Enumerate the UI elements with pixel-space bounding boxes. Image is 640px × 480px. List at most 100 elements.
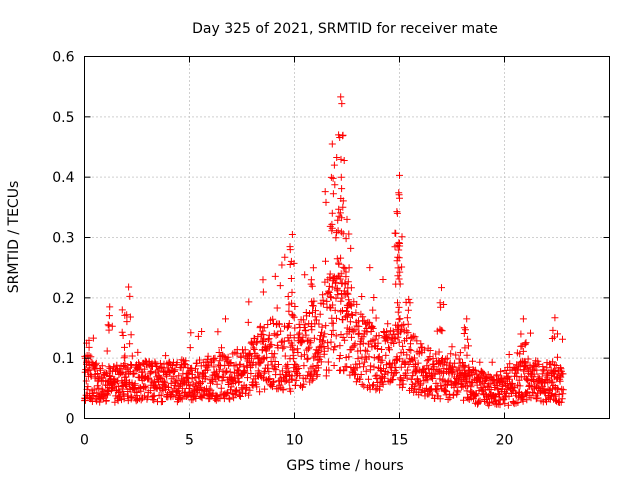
data-point [347, 302, 355, 310]
data-point [272, 366, 280, 374]
data-point [343, 289, 351, 297]
data-point [455, 376, 463, 384]
data-point [554, 353, 561, 361]
data-point [382, 351, 390, 359]
data-point [171, 366, 179, 374]
data-point [336, 275, 344, 283]
data-point [338, 214, 346, 222]
data-point [343, 330, 351, 338]
data-point [141, 383, 149, 390]
data-point [120, 395, 128, 403]
data-point [550, 361, 558, 369]
data-point [157, 374, 165, 382]
data-point [449, 367, 457, 375]
data-point [435, 368, 443, 376]
data-point [370, 381, 377, 389]
data-point [391, 243, 399, 251]
data-point [302, 331, 310, 339]
data-point [394, 308, 402, 316]
data-point [307, 339, 315, 347]
data-point [358, 381, 366, 388]
data-point [263, 353, 271, 361]
data-point [288, 288, 296, 296]
data-point [178, 395, 186, 403]
data-point [121, 352, 129, 360]
data-point [360, 363, 367, 371]
data-point [483, 375, 491, 383]
data-point [288, 375, 296, 383]
data-point [351, 326, 359, 334]
data-point [359, 313, 367, 321]
data-point [141, 357, 149, 365]
data-point [362, 367, 370, 375]
data-point [246, 386, 254, 394]
data-point [393, 209, 401, 217]
data-point [472, 366, 480, 374]
data-point [554, 384, 562, 392]
data-point [256, 322, 264, 330]
data-point [463, 315, 471, 323]
data-point [539, 363, 547, 371]
x-tick-label: 0 [80, 433, 89, 449]
data-point [265, 331, 273, 339]
data-point [429, 375, 437, 382]
data-point [463, 351, 471, 359]
data-point [443, 354, 451, 362]
data-point [84, 383, 92, 391]
data-point [342, 268, 350, 276]
data-point [331, 343, 339, 351]
data-point [276, 320, 283, 328]
data-point [558, 385, 566, 393]
data-point [402, 369, 410, 377]
data-point [281, 377, 289, 385]
data-point [340, 157, 348, 164]
data-point [488, 358, 496, 366]
data-point [328, 140, 336, 148]
data-point [541, 379, 549, 387]
data-point [332, 332, 340, 340]
data-point [134, 348, 142, 356]
data-point [202, 373, 209, 381]
data-point [294, 331, 302, 339]
data-point [395, 303, 403, 311]
data-point [329, 319, 337, 327]
data-point [504, 401, 512, 409]
data-point [407, 346, 415, 354]
data-point [328, 209, 336, 217]
data-point [461, 344, 469, 352]
data-point [519, 315, 527, 323]
data-point [386, 346, 393, 354]
data-point [259, 276, 267, 284]
data-point [194, 332, 202, 340]
data-point [405, 295, 413, 303]
data-point [313, 316, 320, 324]
data-point [358, 293, 366, 300]
data-point [305, 343, 313, 351]
data-point [215, 349, 223, 356]
data-point [104, 388, 112, 396]
data-point [330, 161, 338, 169]
data-point [344, 313, 351, 321]
data-point [519, 347, 527, 355]
data-point [281, 352, 289, 360]
data-point [505, 351, 513, 358]
data-point [497, 368, 505, 376]
data-point [314, 364, 322, 372]
data-point [436, 375, 444, 383]
data-point [332, 279, 340, 287]
data-point [535, 360, 543, 368]
grid [84, 56, 610, 419]
data-point [141, 365, 149, 373]
data-point [529, 367, 537, 375]
data-point [396, 315, 404, 323]
data-point [395, 275, 403, 283]
data-point [552, 362, 560, 369]
data-point [506, 360, 514, 368]
data-point [185, 378, 192, 386]
data-point [332, 294, 340, 302]
data-point [460, 396, 467, 404]
data-point [347, 284, 355, 292]
data-point [130, 370, 138, 377]
data-point [529, 389, 537, 397]
data-point [341, 280, 349, 288]
